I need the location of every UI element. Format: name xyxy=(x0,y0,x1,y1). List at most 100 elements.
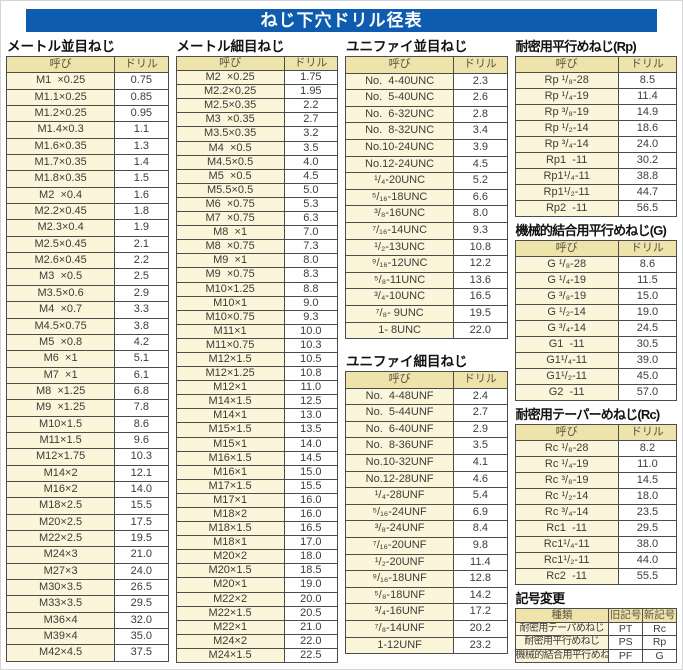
value-cell: 9.0 xyxy=(283,295,339,311)
name-cell: Rc ³/₄-14 xyxy=(514,504,619,521)
column-header: 呼び xyxy=(344,371,455,389)
table-row: Rp ¹/₄-19 11.4 xyxy=(514,88,678,105)
table-row: Rp ¹/₈-28 8.5 xyxy=(514,72,678,89)
value-cell: 8.6 xyxy=(617,256,678,273)
name-cell: M1.4×0.3 xyxy=(5,121,116,139)
section-title: ユニファイ細目ねじ xyxy=(346,354,468,370)
value-cell: 2.9 xyxy=(453,420,508,439)
value-cell: 7.3 xyxy=(283,239,339,255)
value-cell: 8.2 xyxy=(617,440,678,457)
table-row: ⁷/₈-14UNF 20.2 xyxy=(344,620,508,638)
name-cell: No.10-24UNC xyxy=(344,138,455,157)
column-header: ドリル xyxy=(114,55,169,74)
table-row: No. 4-40UNC 2.3 xyxy=(344,72,508,91)
table-row: M18×1.5 16.5 xyxy=(175,521,339,537)
value-cell: 6.8 xyxy=(114,382,169,401)
name-cell: No.10-32UNF xyxy=(344,454,455,472)
value-cell: 14.0 xyxy=(283,436,339,452)
table-row: M16×1.5 14.5 xyxy=(175,450,339,466)
table-row: M12×1.75 10.3 xyxy=(5,448,169,466)
table-row: Rc ¹/₂-14 18.0 xyxy=(514,488,678,505)
name-cell: No. 5-44UNF xyxy=(344,404,455,422)
value-cell: 35.0 xyxy=(114,628,169,646)
value-cell: 9.3 xyxy=(283,309,339,325)
name-cell: ¹/₂-20UNF xyxy=(344,553,455,572)
table-rc: 呼び ドリル Rc ¹/₈-28 8.2 Rc ¹/₄-19 11.0 Rc ³/₈-19 1… xyxy=(514,424,678,585)
value-cell: 14.2 xyxy=(453,586,508,605)
table-row: 機械的結合用平行めねじ PF G xyxy=(514,648,677,664)
name-cell: M6 ×0.75 xyxy=(175,196,285,213)
name-cell: M16×1 xyxy=(175,464,285,480)
value-cell: 2.2 xyxy=(283,98,339,114)
column-header: ドリル xyxy=(453,371,508,389)
value-cell: 10.8 xyxy=(283,366,339,382)
value-cell: 15.0 xyxy=(283,464,339,480)
name-cell: ¹/₂-13UNC xyxy=(344,238,455,257)
section-symbol-change: 記号変更 種類 旧記号 新記号 耐密用テーパめねじ PT Rc 耐密用平行めねじ PS Rp 機械… xyxy=(514,591,677,664)
value-cell: 16.5 xyxy=(283,521,339,537)
value-cell: 1.95 xyxy=(283,84,339,100)
name-cell: M2 ×0.25 xyxy=(175,70,285,86)
section-unified-coarse: ユニファイ並目ねじ 呼び ドリル No. 4-40UNC 2.3 No. 5-40UNC… xyxy=(344,39,508,340)
section-metric-coarse: メートル並目ねじ 呼び ドリル M1 ×0.25 0.75 M1.1×0.25 0.85 M… xyxy=(5,39,169,662)
name-cell: M17×1.5 xyxy=(175,478,285,494)
section-title: 耐密用テーパーめねじ(Rc) xyxy=(515,407,661,422)
name-cell: M16×2 xyxy=(5,480,116,499)
table-row: M6 ×0.75 5.3 xyxy=(175,196,339,213)
table-row: G ¹/₈-28 8.6 xyxy=(514,256,678,273)
value-cell: 3.9 xyxy=(453,138,508,157)
name-cell: Rc ¹/₄-19 xyxy=(514,456,619,473)
table-row: No. 5-40UNC 2.6 xyxy=(344,89,508,107)
value-cell: 12.2 xyxy=(453,255,508,273)
table-row: No.12-24UNC 4.5 xyxy=(344,155,508,174)
value-cell: 20.5 xyxy=(283,605,339,621)
table-row: M2.2×0.25 1.95 xyxy=(175,84,339,100)
name-cell: ⁷/₁₆-14UNC xyxy=(344,221,455,240)
name-cell: Rp ¹/₄-19 xyxy=(514,88,619,105)
value-cell: 2.1 xyxy=(114,235,169,254)
value-cell: 4.5 xyxy=(283,168,339,184)
value-cell: 18.0 xyxy=(283,549,339,565)
value-cell: 8.8 xyxy=(283,281,339,297)
table-row: M1.2×0.25 0.95 xyxy=(5,105,169,123)
name-cell: M2.3×0.4 xyxy=(5,219,116,237)
section-title: 記号変更 xyxy=(515,591,566,606)
name-cell: M22×2.5 xyxy=(5,529,116,548)
name-cell: No.12-28UNF xyxy=(344,470,455,489)
value-cell: 10.3 xyxy=(283,337,339,353)
table-row: Rp1 -11 30.2 xyxy=(514,152,678,169)
table-row: M9 ×1.25 7.8 xyxy=(5,399,169,417)
value-cell: 30.5 xyxy=(617,336,678,353)
name-cell: M11×0.75 xyxy=(175,337,285,353)
column-header: ドリル xyxy=(283,55,339,72)
name-cell: M36×4 xyxy=(5,611,116,630)
column-header: ドリル xyxy=(617,424,678,441)
value-cell: 5.2 xyxy=(453,172,508,190)
name-cell: M14×2 xyxy=(5,464,116,482)
value-cell: 13.6 xyxy=(453,271,508,290)
value-cell: 2.9 xyxy=(114,284,169,303)
value-cell: 5.3 xyxy=(283,196,339,213)
value-cell: 19.5 xyxy=(114,529,169,548)
value-cell: PF xyxy=(608,648,644,664)
name-cell: Rp1¹/₄-11 xyxy=(514,168,619,185)
value-cell: 20.0 xyxy=(283,591,339,607)
name-cell: ⁵/₁₆-24UNF xyxy=(344,503,455,522)
table-row: G2 -11 57.0 xyxy=(514,384,678,401)
column-header: ドリル xyxy=(617,56,678,73)
name-cell: 耐密用平行めねじ xyxy=(514,635,610,650)
name-cell: M24×1.5 xyxy=(175,647,285,664)
name-cell: M22×2 xyxy=(175,591,285,607)
table-unified-fine: 呼び ドリル No. 4-48UNF 2.4 No. 5-44UNF 2.7 No. 6-4… xyxy=(344,371,508,655)
name-cell: M10×1.5 xyxy=(5,415,116,433)
table-row: M3.5×0.35 3.2 xyxy=(175,126,339,142)
name-cell: ¹/₄-20UNC xyxy=(344,172,455,190)
value-cell: 16.0 xyxy=(283,506,339,523)
table-row: ⁵/₁₆-24UNF 6.9 xyxy=(344,503,508,522)
section-title: メートル並目ねじ xyxy=(7,39,115,54)
section-unified-fine: ユニファイ細目ねじ 呼び ドリル No. 4-48UNF 2.4 No. 5-44UNF… xyxy=(344,354,508,655)
table-row: Rc ³/₈-19 14.5 xyxy=(514,472,678,489)
value-cell: 3.3 xyxy=(114,301,169,319)
table-row: M8 ×0.75 7.3 xyxy=(175,239,339,255)
